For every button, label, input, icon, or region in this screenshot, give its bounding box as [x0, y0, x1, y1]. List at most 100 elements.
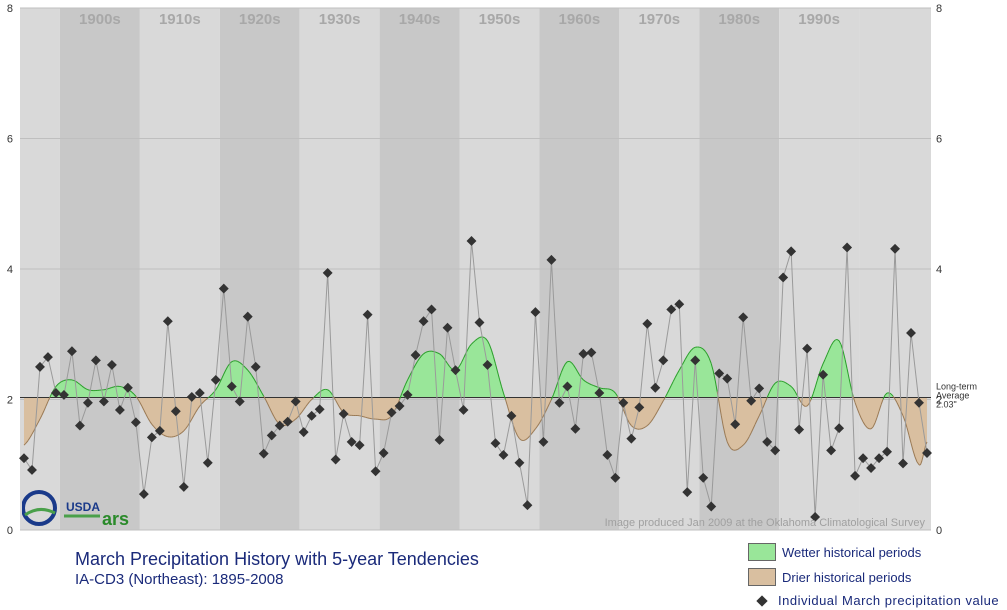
tendency-segment [758, 411, 762, 417]
data-point [586, 347, 597, 358]
decade-label: 1980s [718, 11, 760, 28]
wetter-area [23, 336, 928, 398]
data-point [658, 355, 669, 366]
tendency-segment [626, 418, 630, 424]
tendency-segment [816, 374, 820, 381]
tendency-segment [189, 418, 193, 423]
tendency-segment [848, 378, 852, 388]
tendency-segment [658, 404, 662, 409]
tendency-segment [726, 441, 730, 447]
tendency-segment [211, 391, 215, 395]
tendency-segment [253, 378, 257, 383]
data-point [602, 450, 613, 460]
tendency-segment [523, 439, 526, 442]
usda-ars-logo: USDA ars [21, 487, 132, 529]
tendency-segment [810, 393, 814, 400]
tendency-segment [257, 385, 261, 390]
tendency-segment [151, 423, 155, 428]
tendency-segment [572, 364, 576, 369]
tendency-segment [648, 420, 652, 425]
tendency-segment [145, 413, 149, 419]
tendency-segment [722, 426, 726, 436]
tendency-segment [782, 381, 786, 383]
tendency-segment [884, 392, 888, 396]
tendency-segment [365, 416, 368, 419]
data-point [554, 397, 565, 408]
tendency-segment [664, 393, 668, 398]
tendency-segment [531, 431, 534, 435]
tendency-segment [477, 337, 480, 340]
tendency-segment [147, 417, 151, 422]
tendency-segment [445, 360, 448, 364]
tendency-segment [699, 346, 702, 349]
tendency-segment [546, 403, 550, 409]
tendency-segment [896, 402, 900, 408]
data-point [802, 343, 813, 354]
tendency-segment [730, 448, 734, 451]
tendency-segment [109, 386, 113, 389]
data-point [242, 311, 253, 322]
tendency-segment [193, 411, 197, 416]
tendency-segment [609, 388, 612, 391]
tendency-segment [201, 401, 205, 405]
tendency-segment [337, 403, 341, 408]
data-point [442, 322, 453, 333]
tendency-segment [195, 408, 199, 413]
tendency-segment [645, 425, 648, 428]
data-point [730, 419, 741, 430]
data-point [882, 446, 892, 457]
data-point [610, 472, 621, 483]
tendency-segment [700, 347, 704, 350]
tendency-segment [612, 390, 616, 394]
tendency-segment [413, 364, 417, 369]
data-point [810, 512, 821, 522]
decade-label: 1920s [239, 11, 281, 28]
tendency-segment [217, 382, 221, 387]
tendency-segment [473, 339, 476, 343]
data-point [202, 457, 213, 468]
data-point [474, 317, 485, 328]
tendency-segment [417, 358, 420, 362]
tendency-segment [471, 341, 474, 345]
tendency-segment [23, 442, 27, 446]
tendency-segment [463, 353, 466, 359]
tendency-segment [307, 401, 311, 405]
tendency-segment [914, 456, 918, 463]
tendency-segment [714, 380, 718, 392]
y-tick-left: 4 [7, 264, 13, 276]
tendency-segment [49, 392, 53, 398]
tendency-segment [537, 422, 540, 427]
data-point [298, 427, 309, 438]
data-point [706, 501, 717, 512]
data-point [522, 500, 533, 511]
tendency-segment [550, 394, 554, 400]
tendency-segment [498, 378, 502, 387]
data-point [666, 304, 677, 315]
legend-point-marker [756, 594, 768, 607]
tendency-segment [735, 449, 738, 451]
data-point [338, 408, 349, 419]
tendency-segment [690, 347, 694, 351]
tendency-segment [129, 390, 133, 393]
tendency-segment [494, 363, 498, 372]
tendency-segment [814, 380, 818, 388]
tendency-segment [249, 372, 253, 376]
data-point [402, 389, 413, 400]
tendency-segment [506, 406, 510, 414]
tendency-segment [173, 435, 176, 438]
tendency-segment [906, 427, 910, 436]
tendency-segment [552, 389, 556, 395]
tendency-segment [678, 366, 682, 371]
tendency-segment [519, 438, 522, 441]
tendency-segment [672, 377, 676, 382]
tendency-segment [670, 381, 674, 386]
tendency-segment [81, 385, 85, 388]
chart-title: March Precipitation History with 5-year … [75, 549, 479, 569]
tendency-segment [595, 385, 598, 388]
tendency-segment [223, 369, 227, 375]
tendency-segment [405, 379, 409, 385]
data-point [698, 472, 709, 483]
tendency-segment [876, 410, 880, 418]
tendency-segment [179, 432, 183, 435]
tendency-segment [708, 358, 712, 364]
